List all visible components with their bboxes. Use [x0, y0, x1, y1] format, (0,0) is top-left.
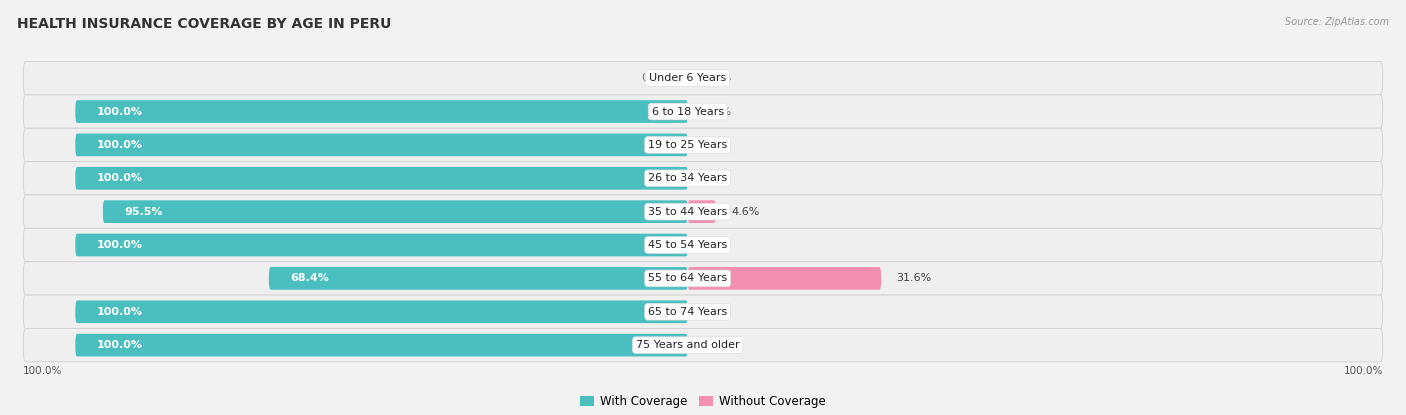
Text: 65 to 74 Years: 65 to 74 Years: [648, 307, 727, 317]
Text: 6 to 18 Years: 6 to 18 Years: [651, 107, 724, 117]
FancyBboxPatch shape: [24, 61, 1382, 95]
Text: 0.0%: 0.0%: [703, 107, 731, 117]
Text: 100.0%: 100.0%: [97, 307, 143, 317]
FancyBboxPatch shape: [76, 334, 688, 356]
FancyBboxPatch shape: [24, 295, 1382, 328]
Text: 0.0%: 0.0%: [703, 340, 731, 350]
Text: 0.0%: 0.0%: [641, 73, 669, 83]
Text: 4.6%: 4.6%: [731, 207, 759, 217]
Text: Source: ZipAtlas.com: Source: ZipAtlas.com: [1285, 17, 1389, 27]
FancyBboxPatch shape: [24, 95, 1382, 128]
FancyBboxPatch shape: [24, 228, 1382, 262]
Text: 75 Years and older: 75 Years and older: [636, 340, 740, 350]
Legend: With Coverage, Without Coverage: With Coverage, Without Coverage: [575, 391, 831, 413]
Text: 0.0%: 0.0%: [703, 140, 731, 150]
FancyBboxPatch shape: [76, 300, 688, 323]
FancyBboxPatch shape: [76, 234, 688, 256]
Text: 95.5%: 95.5%: [124, 207, 163, 217]
FancyBboxPatch shape: [24, 161, 1382, 195]
FancyBboxPatch shape: [76, 134, 688, 156]
Text: Under 6 Years: Under 6 Years: [650, 73, 727, 83]
FancyBboxPatch shape: [24, 195, 1382, 228]
Text: 100.0%: 100.0%: [97, 240, 143, 250]
Text: 100.0%: 100.0%: [97, 140, 143, 150]
Text: 100.0%: 100.0%: [97, 340, 143, 350]
Text: HEALTH INSURANCE COVERAGE BY AGE IN PERU: HEALTH INSURANCE COVERAGE BY AGE IN PERU: [17, 17, 391, 31]
FancyBboxPatch shape: [24, 328, 1382, 362]
Text: 100.0%: 100.0%: [24, 366, 63, 376]
Text: 26 to 34 Years: 26 to 34 Years: [648, 173, 727, 183]
FancyBboxPatch shape: [24, 128, 1382, 161]
Text: 31.6%: 31.6%: [897, 273, 932, 283]
Text: 0.0%: 0.0%: [703, 173, 731, 183]
Text: 100.0%: 100.0%: [97, 107, 143, 117]
Text: 55 to 64 Years: 55 to 64 Years: [648, 273, 727, 283]
Text: 0.0%: 0.0%: [703, 307, 731, 317]
Text: 68.4%: 68.4%: [290, 273, 329, 283]
Text: 19 to 25 Years: 19 to 25 Years: [648, 140, 727, 150]
FancyBboxPatch shape: [24, 262, 1382, 295]
Text: 35 to 44 Years: 35 to 44 Years: [648, 207, 727, 217]
Text: 100.0%: 100.0%: [97, 173, 143, 183]
FancyBboxPatch shape: [688, 267, 882, 290]
Text: 45 to 54 Years: 45 to 54 Years: [648, 240, 727, 250]
FancyBboxPatch shape: [76, 100, 688, 123]
FancyBboxPatch shape: [103, 200, 688, 223]
Text: 0.0%: 0.0%: [703, 73, 731, 83]
Text: 100.0%: 100.0%: [1343, 366, 1382, 376]
FancyBboxPatch shape: [688, 200, 716, 223]
FancyBboxPatch shape: [269, 267, 688, 290]
FancyBboxPatch shape: [76, 167, 688, 190]
Text: 0.0%: 0.0%: [703, 240, 731, 250]
